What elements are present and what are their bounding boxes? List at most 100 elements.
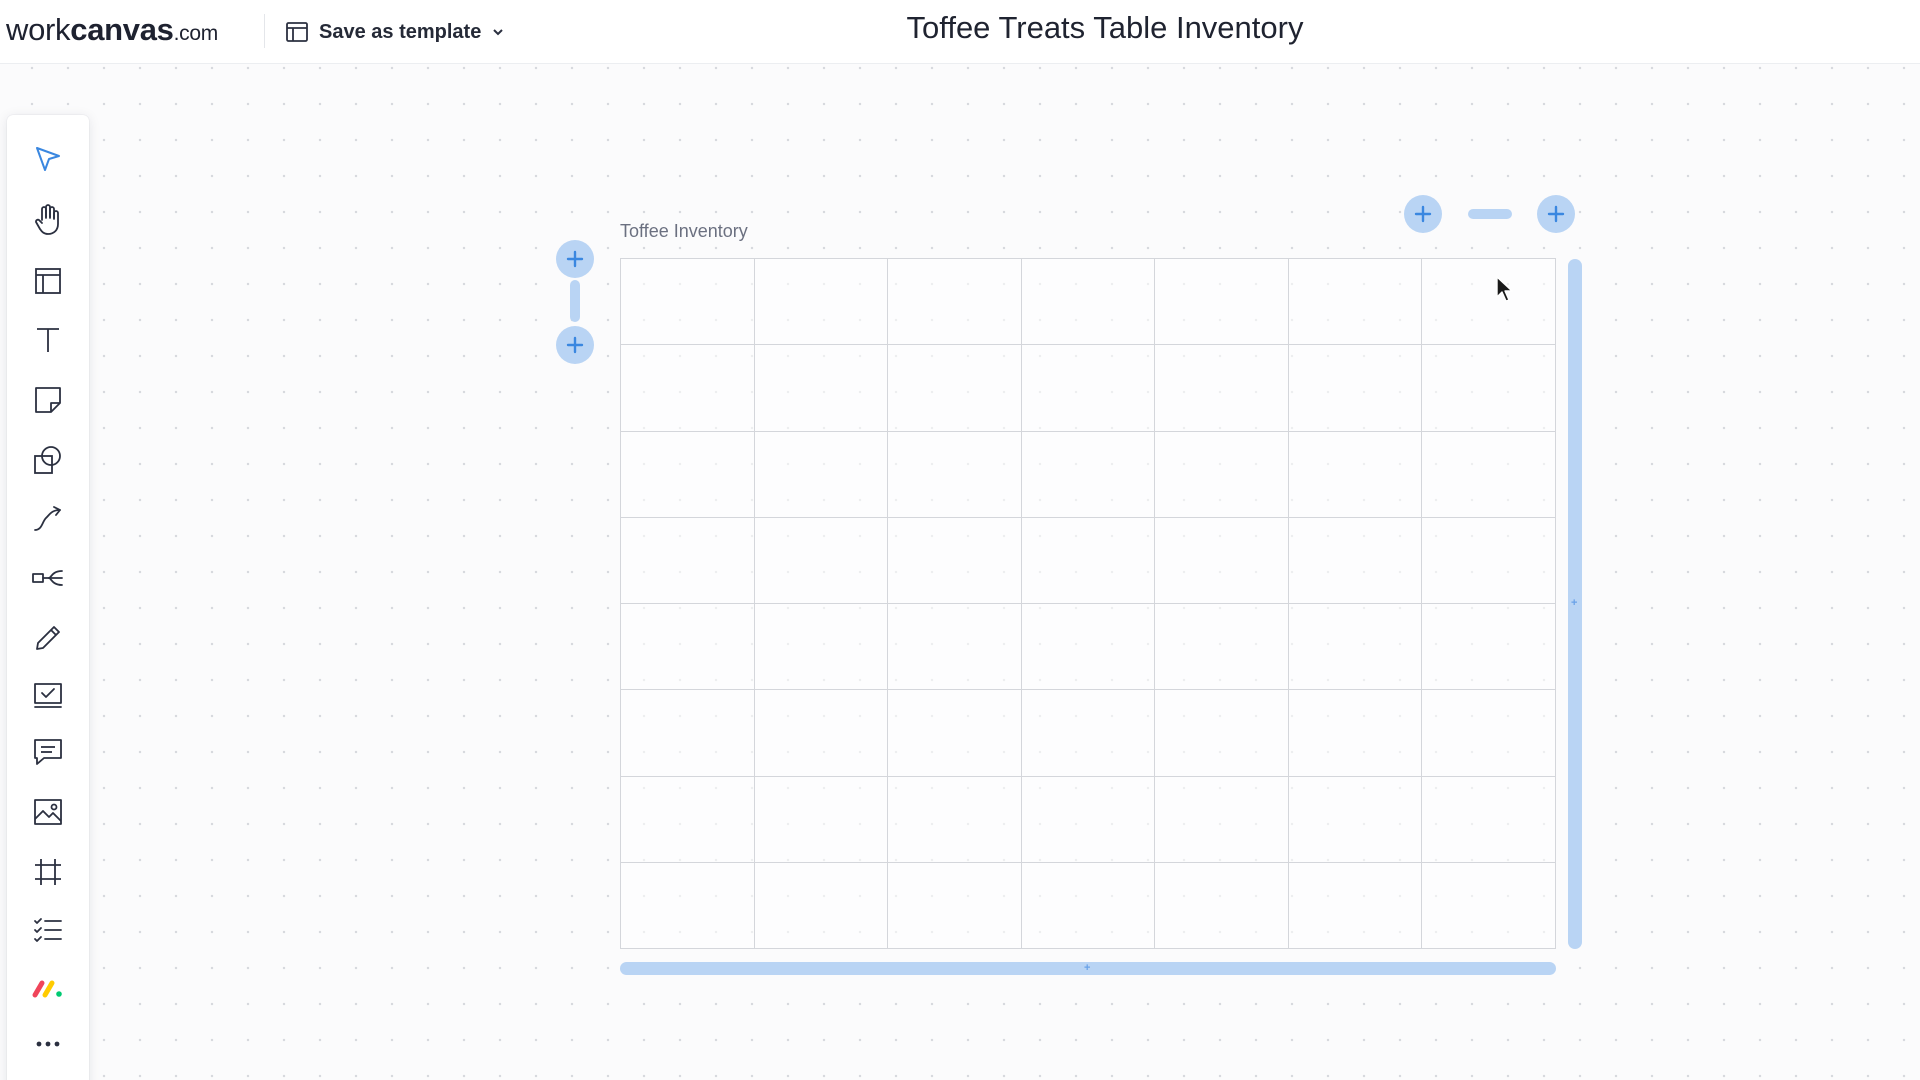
table-width-resize-bar[interactable] bbox=[1568, 259, 1582, 949]
table-cell[interactable] bbox=[620, 689, 755, 777]
table-cell[interactable] bbox=[1154, 430, 1289, 518]
table-cell[interactable] bbox=[753, 430, 889, 518]
table-cell[interactable] bbox=[1020, 516, 1156, 605]
list-tool[interactable] bbox=[20, 906, 76, 954]
table-cell[interactable] bbox=[620, 602, 755, 691]
table-cell[interactable] bbox=[1287, 861, 1423, 950]
select-tool[interactable] bbox=[20, 135, 76, 183]
table-cell[interactable] bbox=[1020, 689, 1156, 777]
table-cell[interactable] bbox=[1421, 344, 1556, 432]
table-cell[interactable] bbox=[620, 516, 755, 605]
table-cell[interactable] bbox=[887, 516, 1022, 605]
table-cell[interactable] bbox=[1154, 775, 1289, 863]
frame-tool[interactable] bbox=[20, 848, 76, 896]
add-row-below-button[interactable] bbox=[556, 326, 594, 364]
table-cell[interactable] bbox=[753, 602, 889, 691]
table-cell[interactable] bbox=[1287, 344, 1423, 432]
table-cell[interactable] bbox=[753, 257, 889, 346]
text-tool[interactable] bbox=[20, 316, 76, 364]
comment-tool[interactable] bbox=[20, 728, 76, 776]
pen-tool[interactable] bbox=[20, 614, 76, 662]
template-tool[interactable] bbox=[20, 257, 76, 305]
table-cell[interactable] bbox=[1287, 775, 1423, 863]
table-height-resize-bar[interactable] bbox=[620, 962, 1556, 975]
table-cell[interactable] bbox=[620, 861, 755, 950]
topbar-divider bbox=[264, 14, 265, 48]
table-row bbox=[620, 861, 1556, 950]
table-cell[interactable] bbox=[887, 430, 1022, 518]
document-title[interactable]: Toffee Treats Table Inventory bbox=[906, 10, 1304, 45]
table-cell[interactable] bbox=[620, 344, 755, 432]
table-cell[interactable] bbox=[1421, 516, 1556, 605]
table-cell[interactable] bbox=[1154, 689, 1289, 777]
table-cell[interactable] bbox=[1020, 602, 1156, 691]
table-cell[interactable] bbox=[887, 775, 1022, 863]
column-resize-handle[interactable] bbox=[1468, 209, 1512, 219]
table-cell[interactable] bbox=[1287, 516, 1423, 605]
mind-map-tool[interactable] bbox=[20, 554, 76, 602]
table-cell[interactable] bbox=[1154, 344, 1289, 432]
table-cell[interactable] bbox=[887, 344, 1022, 432]
task-tool[interactable] bbox=[20, 671, 76, 719]
table-cell[interactable] bbox=[1421, 430, 1556, 518]
add-row-above-button[interactable] bbox=[556, 240, 594, 278]
table-cell[interactable] bbox=[753, 861, 889, 950]
table-cell[interactable] bbox=[1020, 430, 1156, 518]
table-cell[interactable] bbox=[1154, 516, 1289, 605]
chevron-down-icon bbox=[491, 25, 505, 39]
table-cell[interactable] bbox=[620, 775, 755, 863]
table-cell[interactable] bbox=[887, 861, 1022, 950]
table-cell[interactable] bbox=[1020, 861, 1156, 950]
more-dots-icon bbox=[36, 1041, 60, 1047]
more-tools[interactable] bbox=[20, 1020, 76, 1068]
table-cell[interactable] bbox=[1154, 257, 1289, 346]
table-cell[interactable] bbox=[1020, 775, 1156, 863]
image-tool[interactable] bbox=[20, 788, 76, 836]
frame-icon bbox=[35, 859, 61, 885]
table-cell[interactable] bbox=[1020, 344, 1156, 432]
row-resize-handle[interactable] bbox=[570, 280, 580, 322]
table-row bbox=[620, 344, 1556, 432]
pencil-icon bbox=[36, 626, 60, 650]
save-as-template-button[interactable]: Save as template bbox=[285, 13, 505, 51]
top-bar: workcanvas.com Save as template Toffee T… bbox=[0, 0, 1920, 64]
table-cell[interactable] bbox=[1287, 257, 1423, 346]
add-column-right-button[interactable] bbox=[1537, 195, 1575, 233]
table-cell[interactable] bbox=[1421, 602, 1556, 691]
table-cell[interactable] bbox=[887, 257, 1022, 346]
table-cell[interactable] bbox=[1421, 861, 1556, 950]
table-cell[interactable] bbox=[887, 602, 1022, 691]
table-cell[interactable] bbox=[753, 516, 889, 605]
hand-tool[interactable] bbox=[20, 196, 76, 244]
table-cell[interactable] bbox=[1287, 689, 1423, 777]
hand-icon bbox=[35, 204, 59, 235]
template-layout-icon bbox=[285, 20, 309, 44]
resize-bar-plus-marker: + bbox=[1571, 597, 1578, 609]
table-title[interactable]: Toffee Inventory bbox=[620, 221, 748, 241]
table-cell[interactable] bbox=[1421, 775, 1556, 863]
logo-canvas-text: canvas bbox=[70, 12, 174, 47]
table-cell[interactable] bbox=[620, 257, 755, 346]
workcanvas-logo[interactable]: workcanvas.com bbox=[6, 10, 218, 54]
table-cell[interactable] bbox=[1154, 602, 1289, 691]
table-cell[interactable] bbox=[753, 689, 889, 777]
monday-logo-icon bbox=[32, 980, 62, 998]
table-cell[interactable] bbox=[620, 430, 755, 518]
table-cell[interactable] bbox=[753, 775, 889, 863]
table-cell[interactable] bbox=[1020, 257, 1156, 346]
table-cell[interactable] bbox=[1421, 257, 1556, 346]
table-cell[interactable] bbox=[1154, 861, 1289, 950]
inventory-table[interactable] bbox=[620, 257, 1556, 950]
table-cell[interactable] bbox=[1287, 602, 1423, 691]
sticky-note-tool[interactable] bbox=[20, 376, 76, 424]
table-cell[interactable] bbox=[1421, 689, 1556, 777]
table-cell[interactable] bbox=[1287, 430, 1423, 518]
table-cell[interactable] bbox=[753, 344, 889, 432]
add-column-left-button[interactable] bbox=[1404, 195, 1442, 233]
table-cell[interactable] bbox=[887, 689, 1022, 777]
comment-icon bbox=[34, 739, 62, 765]
logo-work-text: work bbox=[6, 12, 71, 47]
connector-tool[interactable] bbox=[20, 495, 76, 543]
monday-app[interactable] bbox=[20, 964, 76, 1012]
shapes-tool[interactable] bbox=[20, 436, 76, 484]
